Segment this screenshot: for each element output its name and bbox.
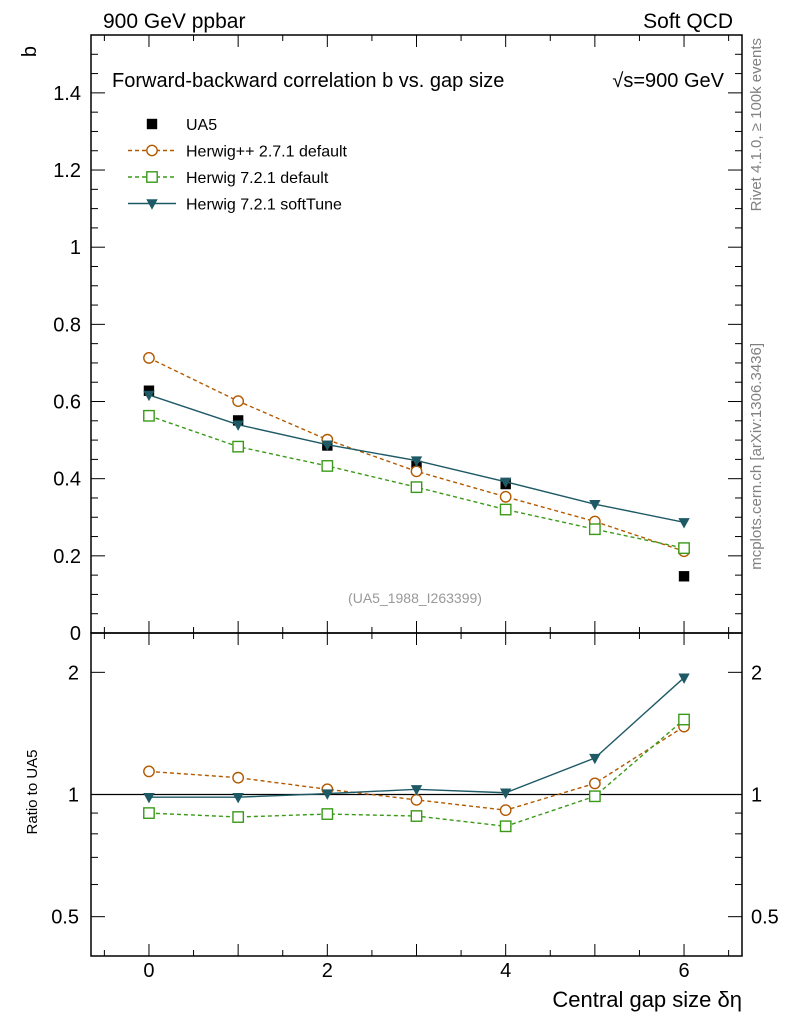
data-point (499, 503, 512, 516)
data-point (678, 542, 690, 555)
ratio-panel: 0.5 0.5 1 1 2 2 Ratio to UA5 (24, 632, 779, 957)
data-point (588, 777, 601, 790)
data-point (321, 460, 334, 472)
data-point (589, 753, 601, 765)
data-point (410, 785, 423, 796)
data-point (143, 352, 155, 364)
data-point (321, 789, 334, 800)
series-herwig-7-2-1-default (143, 713, 690, 833)
data-point (143, 807, 155, 819)
data-point (232, 811, 245, 823)
y-tick-label: 0 (70, 623, 81, 645)
data-point (499, 820, 512, 833)
legend-item: UA5 (146, 117, 217, 134)
rivet-text: Rivet 4.1.0, ≥ 100k events (748, 38, 765, 211)
legend-item: Herwig 7.2.1 softTune (128, 197, 342, 214)
header-right: Soft QCD (643, 10, 733, 33)
data-point (678, 673, 690, 684)
data-point (499, 477, 512, 488)
x-tick-label: 4 (500, 960, 511, 982)
x-tick-label: 0 (143, 960, 154, 982)
ratio-y-tick-label: 0.5 (51, 907, 79, 929)
data-point (143, 385, 155, 396)
legend-label: UA5 (186, 117, 217, 134)
ratio-tick-labels: 0.5 0.5 1 1 2 2 (51, 662, 779, 928)
x-tick-label: 2 (322, 960, 333, 982)
ratio-y-tick-label-right: 2 (751, 662, 762, 684)
data-point (143, 409, 155, 422)
legend-marker (146, 144, 158, 157)
legend-label: Herwig++ 2.7.1 default (186, 144, 348, 161)
main-tick-labels: 0 0.2 0.4 0.6 0.8 1 1.2 1.4 (53, 83, 81, 645)
data-point (232, 440, 245, 453)
main-series (143, 352, 690, 582)
watermark: (UA5_1988_I263399) (348, 590, 482, 606)
ratio-y-tick-label-right: 1 (751, 785, 762, 807)
ratio-series (143, 673, 690, 833)
data-point (410, 456, 423, 467)
data-point (143, 765, 155, 778)
legend-label: Herwig 7.2.1 softTune (186, 197, 342, 214)
header-left: 900 GeV ppbar (103, 10, 245, 33)
ratio-y-tick-label: 2 (68, 662, 79, 684)
ratio-ticks (91, 633, 742, 956)
y-tick-label: 1 (70, 237, 81, 259)
y-tick-label: 1.4 (53, 83, 81, 105)
data-point (410, 481, 423, 494)
data-point (410, 465, 423, 478)
mcplots-text: mcplots.cern.ch [arXiv:1306.3436] (748, 343, 765, 570)
data-point (499, 804, 512, 817)
main-panel: 0 0.2 0.4 0.6 0.8 1 1.2 1.4 Forward-backward co… (19, 34, 743, 645)
data-point (678, 571, 690, 582)
x-axis-label: Central gap size δη (552, 987, 742, 1012)
main-title: Forward-backward correlation b vs. gap s… (112, 70, 504, 92)
data-point (232, 415, 244, 426)
data-point (589, 499, 601, 511)
ratio-y-tick-label: 1 (68, 785, 79, 807)
data-point (232, 792, 244, 804)
series-herwig-2-7-1-default (143, 352, 690, 558)
ratio-axis-label: Ratio to UA5 (24, 749, 41, 834)
legend-item: Herwig++ 2.7.1 default (128, 144, 348, 161)
legend-marker (146, 199, 158, 210)
data-point (678, 518, 690, 529)
series-line (148, 677, 685, 798)
data-point (588, 790, 601, 803)
x-tick-label: 6 (678, 960, 689, 982)
y-tick-label: 0.4 (53, 469, 81, 491)
y-tick-label: 0.8 (53, 314, 81, 336)
legend-marker (146, 171, 158, 183)
ratio-y-tick-label-right: 0.5 (751, 907, 779, 929)
legend-label: Herwig 7.2.1 default (186, 170, 329, 187)
main-ticks (91, 35, 742, 634)
data-point (321, 440, 334, 451)
data-point (499, 490, 512, 503)
legend-item: Herwig 7.2.1 default (128, 170, 329, 187)
y-axis-label: b (19, 46, 41, 57)
data-point (143, 390, 155, 402)
y-tick-label: 0.2 (53, 546, 81, 568)
series-herwig-2-7-1-default (143, 720, 690, 817)
data-point (321, 808, 334, 820)
data-point (232, 771, 245, 784)
y-tick-label: 1.2 (53, 160, 81, 182)
data-point (232, 395, 245, 408)
data-point (588, 523, 601, 536)
series-herwig-7-2-1-default (143, 409, 690, 555)
legend-marker (146, 118, 158, 130)
legend: UA5 Herwig++ 2.7.1 default Herwig 7.2.1 de… (128, 117, 348, 214)
data-point (410, 810, 423, 822)
data-point (499, 788, 512, 799)
y-tick-label: 0.6 (53, 392, 81, 414)
data-point (410, 793, 423, 806)
series-herwig-7-2-1-softtune (143, 390, 690, 529)
series-herwig-7-2-1-softtune (143, 673, 690, 804)
x-tick-labels: 0 2 4 6 (143, 960, 689, 982)
series-line (148, 357, 685, 552)
main-title-energy: √s=900 GeV (612, 70, 724, 92)
data-point (143, 792, 155, 804)
data-point (232, 420, 244, 431)
data-point (678, 713, 690, 726)
